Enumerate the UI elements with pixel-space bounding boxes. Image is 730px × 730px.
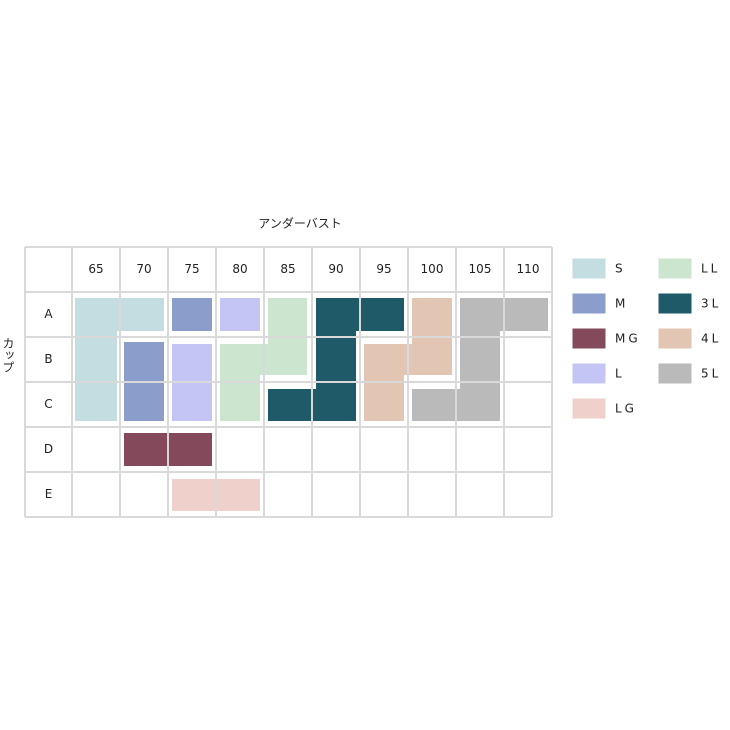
column-header: 100 [421,262,444,276]
legend-swatch [571,362,607,385]
legend-label: 3L [701,297,721,311]
legend-label: MG [615,332,641,346]
size-region [220,298,260,331]
column-header: 70 [136,262,151,276]
legend-label: 5L [701,367,721,381]
legend-swatch [657,362,693,385]
column-header: 105 [469,262,492,276]
side-label: カップ [1,337,15,373]
column-header: 85 [280,262,295,276]
legend-swatch [571,327,607,350]
legend-swatch [571,397,607,420]
legend-swatch [571,257,607,280]
title: アンダーバスト [258,216,341,231]
legend-label: S [615,262,626,276]
legend-label: LG [615,402,637,416]
legend-swatch [657,257,693,280]
row-header: B [44,352,52,366]
row-header: E [45,487,53,501]
row-header: C [44,397,52,411]
size-region [75,298,117,421]
column-header: 65 [88,262,103,276]
legend-label: M [615,297,628,311]
column-header: 95 [376,262,391,276]
row-header: D [44,442,53,456]
legend-swatch [657,292,693,315]
column-header: 75 [184,262,199,276]
legend-label: L [615,367,625,381]
legend-label: LL [701,262,720,276]
column-header: 80 [232,262,247,276]
legend-swatch [657,327,693,350]
row-header: A [44,307,53,321]
legend-swatch [571,292,607,315]
column-header: 90 [328,262,343,276]
legend-label: 4L [701,332,721,346]
column-header: 110 [517,262,540,276]
size-region [172,298,212,331]
